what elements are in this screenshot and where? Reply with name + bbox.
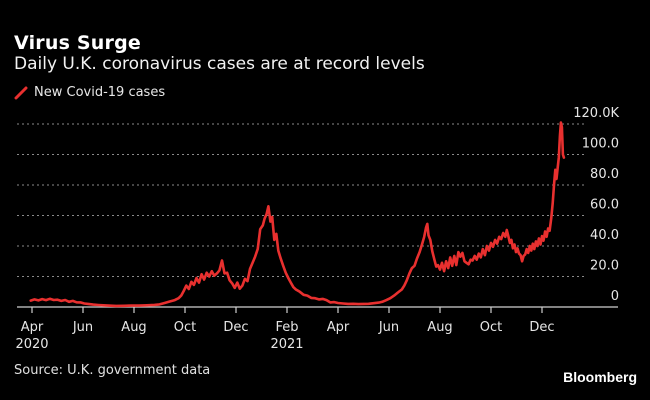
chart-title: Virus Surge xyxy=(14,32,141,54)
x-tick-label: Jun xyxy=(72,320,93,335)
x-tick-label: Apr xyxy=(21,320,44,335)
legend-label: New Covid-19 cases xyxy=(34,85,166,100)
x-tick-year-label: 2020 xyxy=(15,337,48,352)
x-tick-label: Aug xyxy=(121,320,146,335)
y-tick-label: 120.0K xyxy=(573,106,619,121)
x-axis-labels: Apr 2020 Jun Aug Oct Dec Feb 2021 Apr Jun Aug Oct De… xyxy=(15,320,554,352)
source-note: Source: U.K. government data xyxy=(14,363,211,378)
bloomberg-logo: Bloomberg xyxy=(563,369,637,385)
x-tick-label: Oct xyxy=(174,320,196,335)
series xyxy=(29,121,566,308)
legend-line-icon xyxy=(14,86,28,99)
x-tick-label: Dec xyxy=(223,320,248,335)
x-tick-label: Oct xyxy=(480,320,502,335)
y-tick-label: 40.0 xyxy=(590,228,619,243)
chart-subtitle: Daily U.K. coronavirus cases are at reco… xyxy=(14,54,425,74)
series-line-new-covid-19-cases xyxy=(29,121,566,308)
x-tick-label: Apr xyxy=(327,320,350,335)
y-axis-labels: 0 20.0 40.0 60.0 80.0 100.0 120.0K xyxy=(573,106,619,304)
y-tick-label: 100.0 xyxy=(582,137,619,152)
x-tick-label: Aug xyxy=(427,320,452,335)
y-tick-label: 60.0 xyxy=(590,198,619,213)
y-tick-label: 0 xyxy=(611,289,619,304)
x-tick-year-label: 2021 xyxy=(270,337,303,352)
y-tick-label: 80.0 xyxy=(590,167,619,182)
y-tick-label: 20.0 xyxy=(590,259,619,274)
legend: New Covid-19 cases xyxy=(14,85,165,100)
x-tick-label: Feb xyxy=(275,320,298,335)
gridlines xyxy=(17,123,584,277)
x-axis xyxy=(17,306,618,313)
x-tick-label: Dec xyxy=(529,320,554,335)
x-tick-label: Jun xyxy=(378,320,399,335)
